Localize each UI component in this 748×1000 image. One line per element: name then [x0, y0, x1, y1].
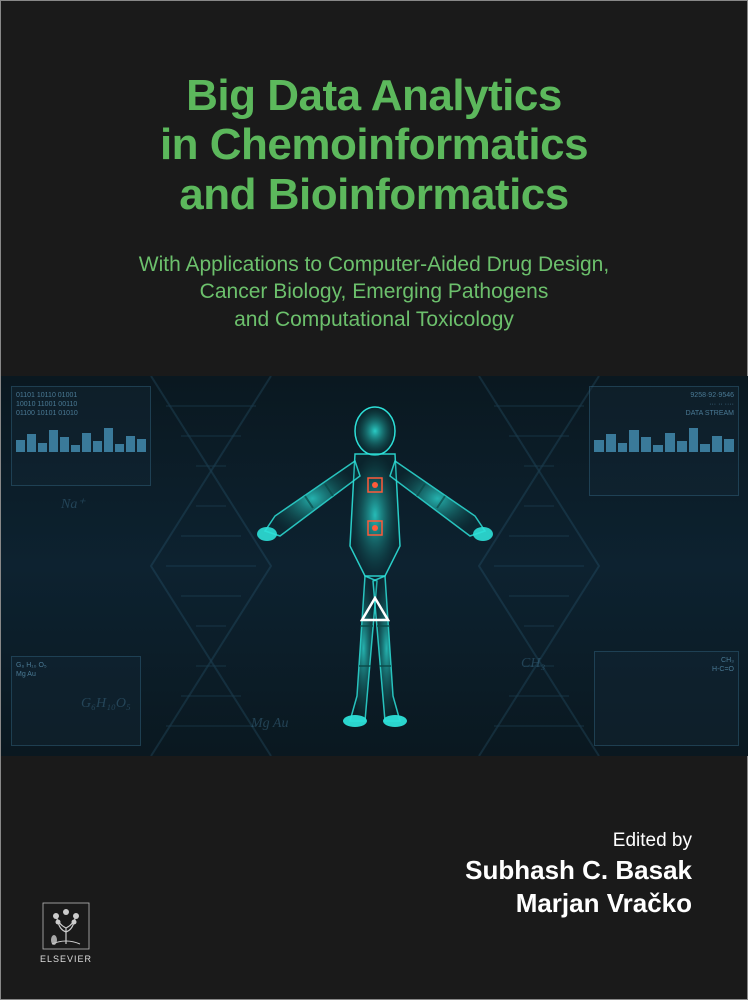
hud-bar: [137, 439, 146, 452]
book-cover: Big Data Analytics in Chemoinformatics a…: [0, 0, 748, 1000]
hud-bar: [60, 437, 69, 452]
hud-bar: [629, 430, 639, 452]
editor-name-1: Subhash C. Basak: [465, 854, 692, 887]
hud-bar: [606, 434, 616, 452]
hud-panel-bottom-right: CH₃ H-C=O: [594, 651, 739, 746]
hud-bar: [104, 428, 113, 452]
subtitle-line-1: With Applications to Computer-Aided Drug…: [61, 251, 687, 278]
triangle-svg: [360, 596, 390, 622]
title-block: Big Data Analytics in Chemoinformatics a…: [1, 71, 747, 219]
elsevier-tree-icon: [42, 902, 90, 950]
edited-by-label: Edited by: [465, 830, 692, 852]
hud-bar: [618, 443, 628, 452]
hud-bar: [16, 440, 25, 452]
editor-name-2: Marjan Vračko: [465, 887, 692, 920]
hud-bar: [724, 439, 734, 452]
hud-bar: [115, 444, 124, 452]
subtitle-line-2: Cancer Biology, Emerging Pathogens: [61, 278, 687, 305]
chemical-formula: Na⁺: [61, 496, 85, 513]
hud-bar: [689, 428, 699, 452]
hud-bar: [38, 443, 47, 452]
hud-text: CH₃ H-C=O: [599, 656, 734, 674]
hud-bar: [594, 440, 604, 452]
figure-svg: [235, 396, 515, 736]
hud-bar: [712, 436, 722, 452]
hero-illustration: 01101 10110 01001 10010 11001 00110 0110…: [1, 376, 748, 756]
editors-block: Edited by Subhash C. Basak Marjan Vračko: [465, 830, 692, 919]
hud-bar: [700, 444, 710, 452]
hud-bar: [71, 445, 80, 452]
hud-bar: [49, 430, 58, 452]
chemical-formula: CH₃: [521, 656, 545, 672]
hud-bar: [126, 436, 135, 452]
hud-bar: [93, 441, 102, 452]
hud-text: 01101 10110 01001 10010 11001 00110 0110…: [16, 391, 146, 418]
hud-bars: [16, 422, 146, 452]
chemical-formula: G₆H₁₀O₅: [81, 696, 131, 712]
hud-bars: [594, 422, 734, 452]
title-line-2: in Chemoinformatics: [51, 120, 697, 169]
hud-bar: [27, 434, 36, 452]
hud-panel-top-left: 01101 10110 01001 10010 11001 00110 0110…: [11, 386, 151, 486]
title-line-1: Big Data Analytics: [51, 71, 697, 120]
hud-bar: [82, 433, 91, 452]
hud-text: 9258·92·9546 ··· ·· ···· DATA STREAM: [594, 391, 734, 418]
hud-bar: [641, 437, 651, 452]
hud-bar: [653, 445, 663, 452]
title-line-3: and Bioinformatics: [51, 170, 697, 219]
subtitle-block: With Applications to Computer-Aided Drug…: [1, 251, 747, 333]
hud-bar: [665, 433, 675, 452]
hud-text: G₆ H₁₀ O₅ Mg Au: [16, 661, 136, 679]
publisher-name: ELSEVIER: [36, 954, 96, 964]
triangle-icon: [360, 596, 390, 622]
hud-bar: [677, 441, 687, 452]
subtitle-line-3: and Computational Toxicology: [61, 306, 687, 333]
hud-panel-top-right: 9258·92·9546 ··· ·· ···· DATA STREAM: [589, 386, 739, 496]
human-figure: [235, 396, 515, 736]
publisher-logo: ELSEVIER: [36, 902, 96, 964]
